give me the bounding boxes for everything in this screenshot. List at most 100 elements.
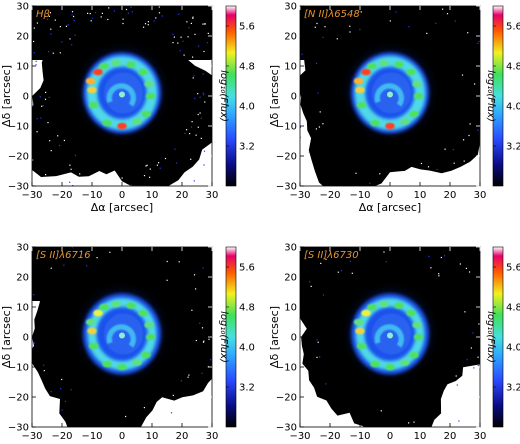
x-tick-label: 30 [474,431,487,442]
y-tick-label: 30 [284,2,297,13]
noise-speck [155,17,157,19]
central-star [119,332,125,339]
noise-speck [460,397,462,399]
noise-speck [109,3,110,4]
colorbar-tick-label: 5.6 [239,263,255,274]
noise-speck [182,40,184,42]
colorbar [492,5,504,187]
y-axis-label: Δδ [arcsec] [268,306,281,368]
noise-speck [384,231,385,232]
noise-speck [436,168,438,171]
noise-speck [317,92,319,94]
colorbar-label: log₁₀(Flux) [485,311,496,363]
emission-knot [138,309,148,317]
central-star [119,91,125,98]
noise-speck [146,164,148,166]
noise-speck [461,74,464,76]
emission-knot [412,80,422,88]
emission-knot [379,59,389,67]
noise-speck [210,359,212,361]
noise-speck [148,241,149,242]
noise-speck [127,12,129,14]
noise-speck [485,301,486,302]
noise-speck [482,280,483,281]
y-tick-label: 10 [16,303,29,314]
x-axis-label: Δα [arcsec] [91,201,153,214]
noise-speck [175,162,178,164]
noise-speck [28,46,29,47]
noise-speck [48,96,50,98]
noise-speck [166,441,167,442]
noise-speck [108,194,109,195]
colorbar-label: log₁₀(Flux) [218,311,229,363]
noise-speck [33,294,35,296]
noise-speck [166,260,168,263]
noise-speck [201,175,203,177]
noise-speck [26,328,27,329]
x-tick-label: 10 [414,431,427,442]
noise-speck [213,70,214,71]
noise-speck [464,311,466,313]
y-axis-label: Δδ [arcsec] [268,65,281,127]
noise-speck [105,436,106,437]
noise-speck [444,148,446,150]
noise-speck [340,270,342,272]
noise-speck [453,162,455,164]
y-axis-label: Δδ [arcsec] [0,306,13,368]
noise-speck [219,302,220,303]
noise-speck [49,140,51,142]
emission-knot [367,303,377,311]
noise-speck [113,176,115,179]
noise-speck [190,169,192,172]
noise-speck [207,166,209,168]
noise-speck [91,17,93,19]
y-tick-label: −20 [8,152,29,163]
emission-knot [409,351,419,359]
noise-speck [473,367,475,369]
colorbar-tick-label: 4.8 [239,303,255,314]
colorbar-tick-label: 4.0 [239,102,255,113]
noise-speck [195,339,197,342]
emission-knot [102,360,112,368]
noise-speck [57,135,59,137]
noise-speck [54,19,56,21]
emission-knot [138,68,148,76]
map-area [300,6,480,186]
emission-knot [111,59,121,67]
emission-knot [400,359,410,366]
noise-speck [74,154,76,156]
noise-speck [193,180,195,182]
noise-speck [178,13,180,15]
noise-speck [159,423,161,425]
noise-speck [50,391,52,393]
noise-speck [34,86,36,88]
noise-speck [430,267,432,269]
noise-speck [355,172,357,174]
emission-knot [87,86,97,94]
noise-speck [360,11,362,13]
noise-speck [199,322,201,324]
colorbar-tick-label: 5.6 [506,263,520,274]
noise-speck [14,97,15,98]
emission-knot [88,342,99,350]
noise-speck [177,42,179,44]
noise-speck [82,184,84,186]
emission-knot [409,110,419,118]
noise-speck [200,137,202,139]
noise-speck [315,62,318,64]
panel-2: −30−30 −20 −20 −10 −10 0 0 10 10 20 20 30 30 Δα [arcs… [268,2,520,215]
noise-speck [320,262,322,264]
y-tick-label: 20 [284,32,297,43]
emission-knot [141,351,151,359]
noise-speck [216,338,217,339]
colorbar [225,5,237,187]
y-tick-label: 10 [16,62,29,73]
noise-speck [67,24,69,26]
noise-speck [218,63,219,64]
noise-speck [213,43,214,44]
noise-speck [145,165,147,167]
noise-speck [403,244,404,245]
emission-knot [379,300,389,308]
inner-arc [106,83,136,107]
noise-speck [172,394,174,396]
